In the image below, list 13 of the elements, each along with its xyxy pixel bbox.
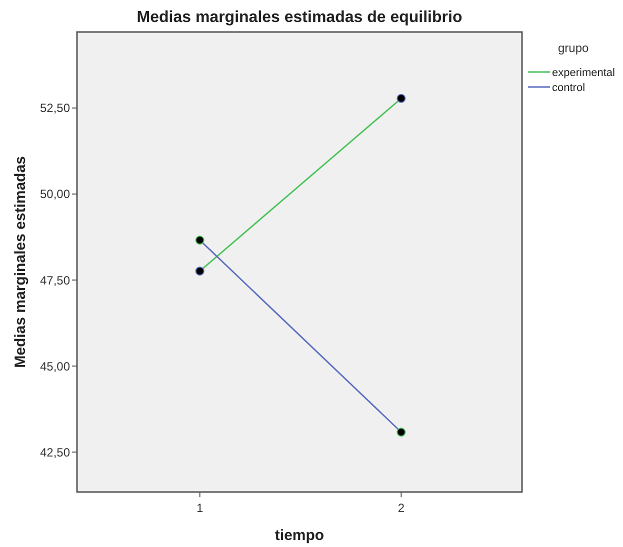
y-tick-label: 52,50 (40, 101, 70, 116)
y-tick-label: 45,00 (40, 359, 70, 374)
y-axis-title: Medias marginales estimadas (12, 156, 29, 368)
chart-title: Medias marginales estimadas de equilibrio (136, 9, 462, 26)
legend-label: control (552, 82, 586, 94)
y-tick-label: 50,00 (40, 187, 70, 202)
x-tick-label: 2 (398, 501, 405, 515)
y-tick-label: 47,50 (40, 273, 70, 288)
legend-title: grupo (558, 41, 590, 55)
y-tick-label: 42,50 (40, 445, 70, 460)
x-axis-title: tiempo (274, 527, 324, 544)
x-tick-label: 1 (196, 501, 204, 515)
legend-label: experimental (552, 66, 615, 79)
